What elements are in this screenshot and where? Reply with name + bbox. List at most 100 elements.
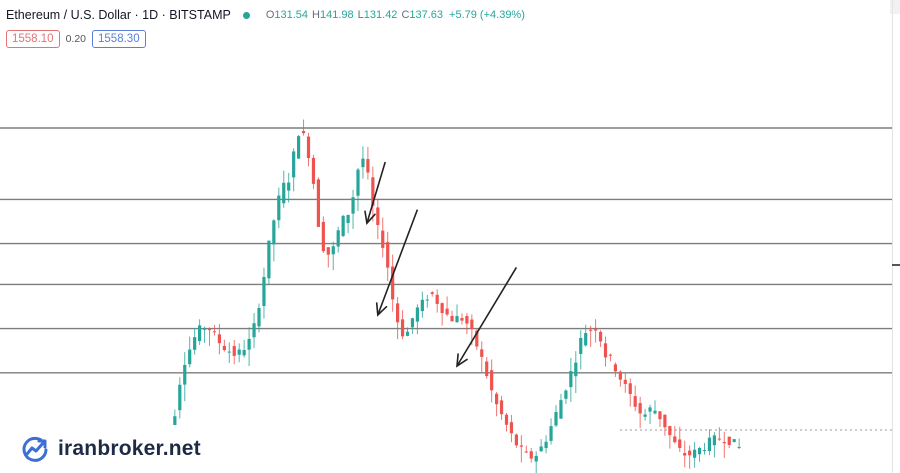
candle <box>341 214 345 238</box>
candle <box>262 267 266 319</box>
symbol-title[interactable]: Ethereum / U.S. Dollar · 1D · BITSTAMP <box>6 8 231 22</box>
candle <box>321 216 325 254</box>
open-value: 131.54 <box>274 9 309 21</box>
candle <box>569 357 573 402</box>
candle <box>188 336 192 368</box>
horizontal-levels <box>0 127 892 374</box>
candle <box>613 362 617 377</box>
candle <box>722 431 726 458</box>
candle <box>361 146 365 179</box>
candle <box>371 166 375 222</box>
arrow-3 <box>456 266 518 368</box>
candle <box>198 319 202 345</box>
candle <box>227 342 231 363</box>
candle <box>415 304 419 335</box>
candle <box>697 446 702 462</box>
buy-price-button[interactable]: 1558.30 <box>92 30 146 48</box>
candle <box>356 167 360 211</box>
candle <box>633 385 637 412</box>
candle <box>693 441 697 468</box>
high-label: H <box>312 9 320 21</box>
candle <box>638 396 642 429</box>
candle <box>514 433 518 448</box>
candle <box>311 154 316 189</box>
candle <box>688 445 692 469</box>
candle <box>316 177 320 227</box>
annotation-arrows <box>364 161 518 368</box>
candle <box>485 357 489 379</box>
candle <box>702 443 707 455</box>
candle <box>257 303 261 333</box>
arrow-2 <box>375 209 419 317</box>
candle <box>455 304 459 323</box>
ohlc-values: O131.54 H141.98 L131.42 C137.63 +5.79 (+… <box>266 9 525 21</box>
candle <box>618 370 622 387</box>
candle <box>202 326 207 343</box>
candle <box>287 172 291 203</box>
corner-badge <box>890 0 900 14</box>
candle <box>495 391 499 417</box>
candle <box>178 377 182 419</box>
candle <box>534 451 538 473</box>
candle <box>539 439 543 453</box>
arrow-1 <box>364 161 386 225</box>
candle <box>386 231 390 281</box>
candle <box>207 327 212 346</box>
candle <box>529 447 533 463</box>
candle <box>584 324 588 347</box>
candle <box>366 146 370 180</box>
candle <box>490 359 494 403</box>
candle <box>559 393 563 419</box>
candle <box>252 313 256 349</box>
candle <box>564 389 568 404</box>
candle <box>673 426 677 444</box>
candle <box>336 226 340 253</box>
candle <box>306 132 311 167</box>
candle <box>732 438 736 443</box>
candle <box>509 415 514 443</box>
watermark-text: iranbroker.net <box>58 437 201 460</box>
candle <box>589 325 593 347</box>
candle <box>396 297 400 340</box>
candle <box>272 219 276 262</box>
price-scale-edge[interactable] <box>892 0 893 473</box>
candle <box>598 330 603 347</box>
candle <box>277 187 281 229</box>
candle <box>301 119 306 136</box>
low-label: L <box>357 9 364 21</box>
candle <box>247 327 251 367</box>
candle <box>242 339 246 358</box>
candle <box>267 240 271 285</box>
candle <box>574 351 578 394</box>
candle <box>405 327 410 337</box>
candle <box>282 170 286 208</box>
trend-line-logo-icon <box>22 436 48 462</box>
candle <box>460 313 464 325</box>
candle <box>183 352 187 402</box>
candle <box>653 400 657 415</box>
candle <box>737 438 741 450</box>
candle <box>232 340 236 365</box>
candle <box>381 217 385 258</box>
open-label: O <box>265 9 275 21</box>
candle <box>707 429 712 456</box>
candle <box>193 328 197 355</box>
candle <box>331 241 335 271</box>
chart-legend: Ethereum / U.S. Dollar · 1D · BITSTAMP O… <box>6 8 525 22</box>
candle <box>727 436 731 449</box>
candle <box>549 418 553 445</box>
candle <box>663 414 667 436</box>
candle <box>544 435 548 454</box>
candle <box>579 330 583 370</box>
candle <box>658 411 662 427</box>
candle <box>297 135 301 159</box>
candles <box>158 119 741 473</box>
candle <box>435 289 439 313</box>
candle <box>519 435 523 463</box>
candle <box>391 254 395 312</box>
candle <box>504 413 509 432</box>
quote-buttons: 1558.10 0.20 1558.30 <box>6 30 146 48</box>
candle <box>480 341 484 374</box>
sell-price-button[interactable]: 1558.10 <box>6 30 60 48</box>
